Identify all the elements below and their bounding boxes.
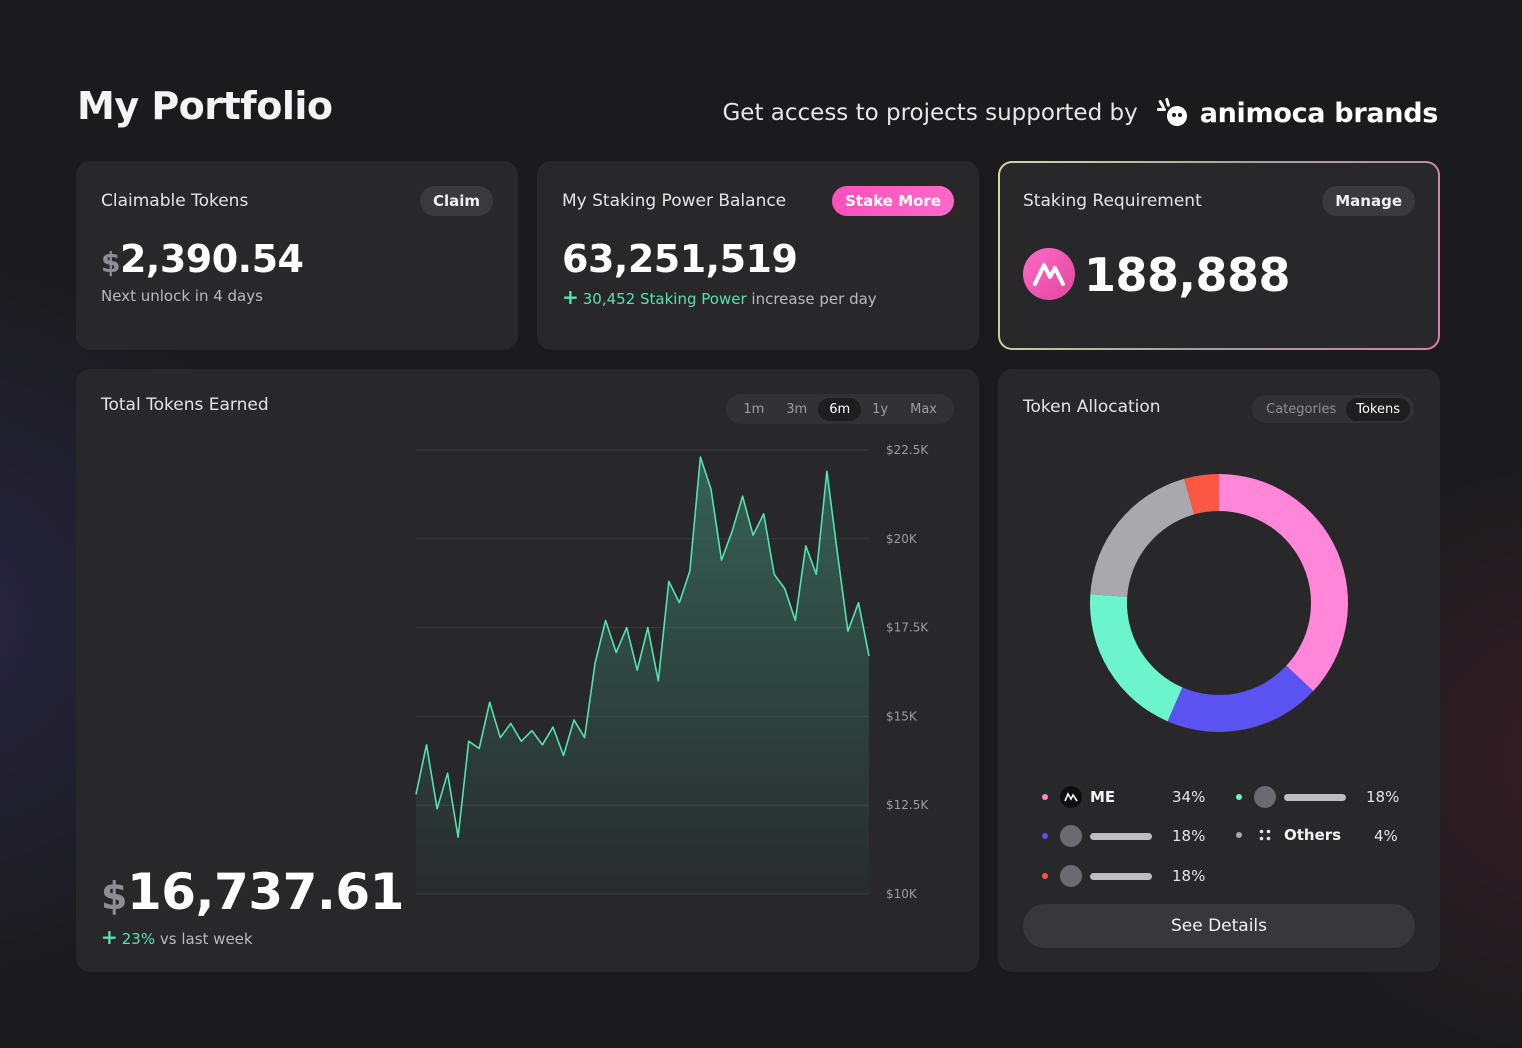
staking-power-amount: 63,251,519: [562, 237, 798, 281]
claimable-amount: $2,390.54: [101, 237, 304, 281]
y-tick-label: $10K: [886, 887, 918, 901]
donut-slice-token-4: [1090, 478, 1195, 597]
earned-area-chart: $22.5K $20K $17.5K $15K $12.5K $10K: [415, 443, 929, 901]
staking-requirement-card: Staking Requirement Manage 188,888: [998, 161, 1440, 350]
increase-value: 30,452 Staking Power: [582, 290, 747, 308]
token-coin-icon: [1060, 825, 1082, 847]
legend-dot: [1042, 794, 1048, 800]
legend-item-token-4: [1236, 786, 1346, 808]
supported-text: Get access to projects supported by: [722, 100, 1138, 126]
range-tab-3m[interactable]: 3m: [786, 401, 808, 417]
legend-percent: 18%: [1366, 788, 1400, 806]
donut-slice-token-3: [1090, 594, 1183, 722]
allocation-donut-chart: [1090, 474, 1348, 732]
me-token-icon: [1023, 248, 1075, 300]
requirement-amount: 188,888: [1084, 248, 1291, 302]
token-allocation-card: Token Allocation Categories Tokens ME 34…: [998, 369, 1440, 972]
earned-value: 16,737.61: [126, 863, 405, 921]
legend-dot: [1042, 873, 1048, 879]
plus-icon: +: [101, 925, 118, 949]
change-suffix: vs last week: [159, 930, 253, 948]
stake-more-button[interactable]: Stake More: [832, 186, 954, 216]
brand-name: animoca brands: [1199, 97, 1439, 129]
range-tab-1m[interactable]: 1m: [743, 401, 765, 417]
claim-button[interactable]: Claim: [419, 186, 493, 216]
legend-percent: 34%: [1172, 788, 1206, 806]
staking-power-card: My Staking Power Balance Stake More 63,2…: [537, 161, 979, 350]
donut-slice-token-2: [1167, 665, 1314, 732]
tab-tokens[interactable]: Tokens: [1346, 397, 1410, 421]
allocation-view-toggle: Categories Tokens: [1252, 395, 1414, 423]
increase-suffix: increase per day: [751, 290, 877, 308]
page-title: My Portfolio: [77, 84, 333, 128]
tab-categories[interactable]: Categories: [1266, 401, 1337, 417]
donut-slice-me: [1219, 474, 1348, 692]
token-name-placeholder: [1090, 872, 1152, 880]
supported-by: Get access to projects supported by anim…: [722, 96, 1438, 130]
claimable-value: 2,390.54: [119, 237, 304, 281]
legend-item-me: ME: [1042, 786, 1115, 808]
legend-name: Others: [1284, 826, 1342, 844]
legend-dot: [1236, 794, 1242, 800]
requirement-label: Staking Requirement: [1023, 191, 1202, 211]
claimable-label: Claimable Tokens: [101, 191, 249, 211]
legend-percent: 4%: [1374, 827, 1398, 845]
staking-power-label: My Staking Power Balance: [562, 191, 787, 211]
legend-dot: [1236, 832, 1242, 838]
earned-series-line: [415, 456, 870, 838]
legend-dot: [1042, 833, 1048, 839]
token-coin-icon: [1060, 865, 1082, 887]
animoca-logo-icon: [1156, 97, 1187, 126]
plus-icon: +: [562, 285, 579, 309]
earned-label: Total Tokens Earned: [101, 395, 269, 415]
legend-item-token-3: [1042, 865, 1152, 887]
currency-symbol: $: [101, 874, 127, 918]
y-tick-label: $12.5K: [886, 798, 929, 812]
earned-amount: $16,737.61: [101, 863, 404, 921]
currency-symbol: $: [101, 246, 120, 279]
legend-item-others: Others: [1236, 826, 1341, 844]
donut-slice-others: [1184, 474, 1219, 515]
y-tick-label: $22.5K: [886, 443, 929, 457]
allocation-label: Token Allocation: [1023, 397, 1161, 417]
token-name-placeholder: [1090, 832, 1152, 840]
earned-area-fill: [416, 457, 869, 894]
total-earned-card: Total Tokens Earned 1m 3m 6m 1y Max $22.…: [76, 369, 979, 972]
claimable-tokens-card: Claimable Tokens Claim $2,390.54 Next un…: [76, 161, 518, 350]
token-name-placeholder: [1284, 793, 1346, 801]
y-tick-label: $20K: [886, 532, 918, 546]
legend-percent: 18%: [1172, 867, 1206, 885]
y-tick-label: $17.5K: [886, 621, 929, 635]
unlock-note: Next unlock in 4 days: [101, 287, 263, 305]
range-tabs: 1m 3m 6m 1y Max: [726, 394, 954, 424]
token-coin-icon: [1254, 786, 1276, 808]
y-tick-label: $15K: [886, 709, 918, 723]
legend-percent: 18%: [1172, 827, 1206, 845]
earned-change: +23% vs last week: [101, 925, 253, 949]
legend-name: ME: [1090, 788, 1116, 806]
see-details-button[interactable]: See Details: [1023, 904, 1415, 948]
me-coin-icon: [1060, 786, 1082, 808]
range-tab-max[interactable]: Max: [910, 401, 937, 417]
range-tab-6m[interactable]: 6m: [818, 397, 862, 421]
manage-button[interactable]: Manage: [1322, 186, 1415, 216]
range-tab-1y[interactable]: 1y: [872, 401, 889, 417]
staking-increase: +30,452 Staking Power increase per day: [562, 285, 877, 309]
change-value: 23%: [121, 930, 156, 948]
grid-dots-icon: [1254, 829, 1276, 841]
legend-item-token-2: [1042, 825, 1152, 847]
